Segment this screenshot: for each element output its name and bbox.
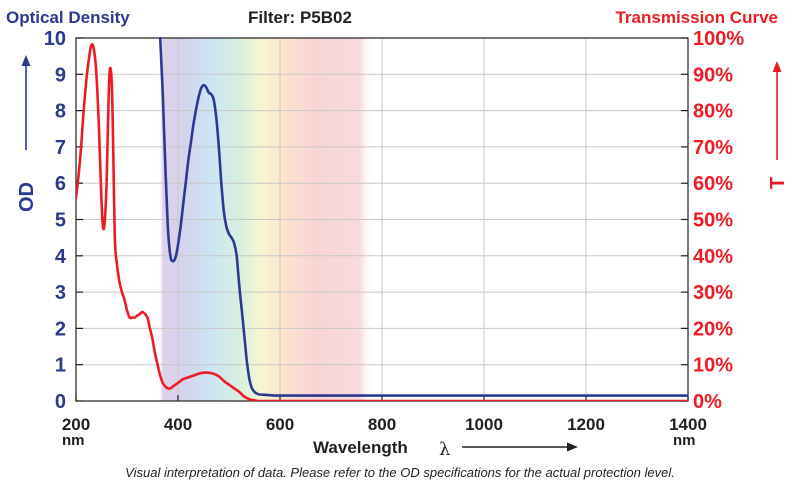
transmission-tick-label: 40% — [693, 246, 733, 268]
od-tick-label: 3 — [55, 282, 66, 304]
x-axis-arrow — [462, 442, 578, 452]
up-arrow-icon — [21, 55, 31, 66]
transmission-tick-label: 90% — [693, 64, 733, 86]
transmission-label: T — [767, 177, 789, 189]
wavelength-tick-label: 400 — [164, 415, 192, 434]
transmission-tick-label: 100% — [693, 28, 744, 50]
wavelength-tick-label: 1200 — [567, 415, 605, 434]
x-unit-left: nm — [62, 432, 85, 449]
transmission-tick-label: 70% — [693, 137, 733, 159]
footnote: Visual interpretation of data. Please re… — [125, 465, 675, 480]
transmission-tick-label: 60% — [693, 173, 733, 195]
transmission-tick-label: 20% — [693, 318, 733, 340]
transmission-axis-title: Transmission Curve — [615, 8, 778, 27]
transmission-tick-label: 0% — [693, 391, 722, 413]
series-layer — [76, 37, 688, 401]
grid-lines — [76, 38, 688, 401]
od-axis-title: Optical Density — [6, 8, 130, 27]
transmission-tick-label: 50% — [693, 210, 733, 232]
x-unit-right: nm — [673, 432, 696, 449]
od-tick-label: 2 — [55, 318, 66, 340]
od-tick-label: 1 — [55, 355, 66, 377]
wavelength-tick-label: 1400 — [669, 415, 707, 434]
wavelength-tick-label: 200 — [62, 415, 90, 434]
od-tick-label: 8 — [55, 101, 66, 123]
od-tick-label: 10 — [44, 28, 66, 50]
od-tick-label: 9 — [55, 64, 66, 86]
od-series-line — [158, 37, 688, 397]
transmission-tick-label: 30% — [693, 282, 733, 304]
lambda-symbol: λ — [439, 439, 450, 460]
od-label: OD — [16, 182, 38, 212]
right-arrow-icon — [567, 442, 578, 452]
od-tick-label: 6 — [55, 173, 66, 195]
transmission-tick-label: 10% — [693, 355, 733, 377]
od-tick-label: 0 — [55, 391, 66, 413]
od-tick-label: 7 — [55, 137, 66, 159]
wavelength-tick-labels: 200 400 600 800 1000 1200 1400 — [62, 395, 707, 434]
transmission-axis-label: T — [767, 61, 789, 189]
od-axis-label: OD — [16, 55, 38, 212]
od-tick-label: 4 — [55, 246, 67, 268]
wavelength-tick-label: 600 — [266, 415, 294, 434]
transmission-tick-label: 80% — [693, 101, 733, 123]
od-tick-label: 5 — [55, 210, 66, 232]
wavelength-tick-label: 1000 — [465, 415, 503, 434]
transmission-tick-labels: 0% 10% 20% 30% 40% 50% 60% 70% 80% 90% 100% — [681, 28, 744, 413]
wavelength-tick-label: 800 — [368, 415, 396, 434]
x-axis-label: Wavelength — [313, 438, 408, 457]
chart-title: Filter: P5B02 — [248, 8, 352, 27]
transmission-series-line — [76, 43, 688, 401]
up-arrow-icon — [772, 61, 782, 72]
od-tick-labels: 0 1 2 3 4 5 6 7 8 9 10 — [44, 28, 83, 413]
